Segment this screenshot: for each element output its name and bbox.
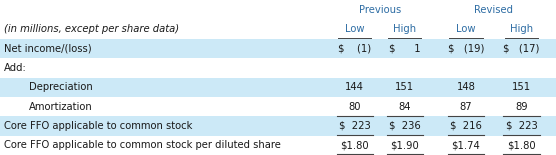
Text: Net income/(loss): Net income/(loss) [4, 43, 92, 53]
Text: 87: 87 [460, 102, 472, 112]
Text: High: High [393, 24, 416, 34]
Text: (in millions, except per share data): (in millions, except per share data) [4, 24, 179, 34]
Text: 144: 144 [345, 82, 364, 92]
Text: $  236: $ 236 [389, 121, 421, 131]
Text: Depreciation: Depreciation [29, 82, 93, 92]
Text: High: High [510, 24, 533, 34]
Text: $1.74: $1.74 [451, 140, 480, 150]
Text: $  216: $ 216 [450, 121, 482, 131]
Text: Core FFO applicable to common stock per diluted share: Core FFO applicable to common stock per … [4, 140, 281, 150]
Text: 89: 89 [515, 102, 528, 112]
Text: $   (17): $ (17) [503, 43, 540, 53]
Text: $    (1): $ (1) [338, 43, 371, 53]
Text: Core FFO applicable to common stock: Core FFO applicable to common stock [4, 121, 192, 131]
Text: 151: 151 [512, 82, 531, 92]
Text: Previous: Previous [359, 5, 401, 15]
Text: 80: 80 [349, 102, 361, 112]
Text: $  223: $ 223 [339, 121, 371, 131]
Text: Add:: Add: [4, 63, 27, 73]
Text: $1.90: $1.90 [390, 140, 419, 150]
Text: Amortization: Amortization [29, 102, 93, 112]
Text: Low: Low [456, 24, 476, 34]
Text: $   (19): $ (19) [448, 43, 484, 53]
Bar [0, 39, 556, 58]
Text: $  223: $ 223 [505, 121, 538, 131]
Text: Low: Low [345, 24, 365, 34]
Text: $      1: $ 1 [389, 43, 420, 53]
Bar [0, 78, 556, 97]
Text: Revised: Revised [474, 5, 513, 15]
Text: $1.80: $1.80 [507, 140, 536, 150]
Bar [0, 116, 556, 136]
Text: $1.80: $1.80 [340, 140, 369, 150]
Text: 84: 84 [399, 102, 411, 112]
Text: 151: 151 [395, 82, 414, 92]
Text: 148: 148 [456, 82, 475, 92]
